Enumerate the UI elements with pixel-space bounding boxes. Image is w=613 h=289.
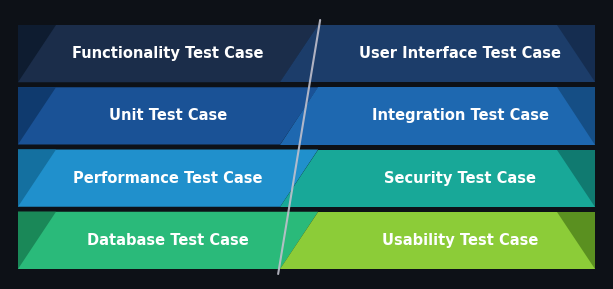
Polygon shape — [18, 25, 318, 82]
Polygon shape — [557, 212, 595, 269]
Polygon shape — [18, 87, 56, 144]
Polygon shape — [18, 212, 318, 269]
Text: Functionality Test Case: Functionality Test Case — [72, 46, 264, 61]
Text: Security Test Case: Security Test Case — [384, 171, 536, 186]
Text: Unit Test Case: Unit Test Case — [109, 108, 227, 123]
Polygon shape — [280, 149, 595, 207]
Text: Usability Test Case: Usability Test Case — [382, 233, 539, 248]
Polygon shape — [280, 212, 595, 269]
Text: Performance Test Case: Performance Test Case — [74, 171, 263, 186]
Polygon shape — [18, 149, 318, 207]
Polygon shape — [280, 25, 595, 82]
Polygon shape — [557, 25, 595, 82]
Polygon shape — [18, 149, 56, 207]
Text: Integration Test Case: Integration Test Case — [372, 108, 549, 123]
Polygon shape — [280, 87, 595, 144]
Text: Database Test Case: Database Test Case — [87, 233, 249, 248]
Polygon shape — [557, 87, 595, 144]
Text: User Interface Test Case: User Interface Test Case — [359, 46, 562, 61]
Polygon shape — [18, 87, 318, 144]
Polygon shape — [18, 212, 56, 269]
Polygon shape — [18, 25, 56, 82]
Polygon shape — [557, 149, 595, 207]
